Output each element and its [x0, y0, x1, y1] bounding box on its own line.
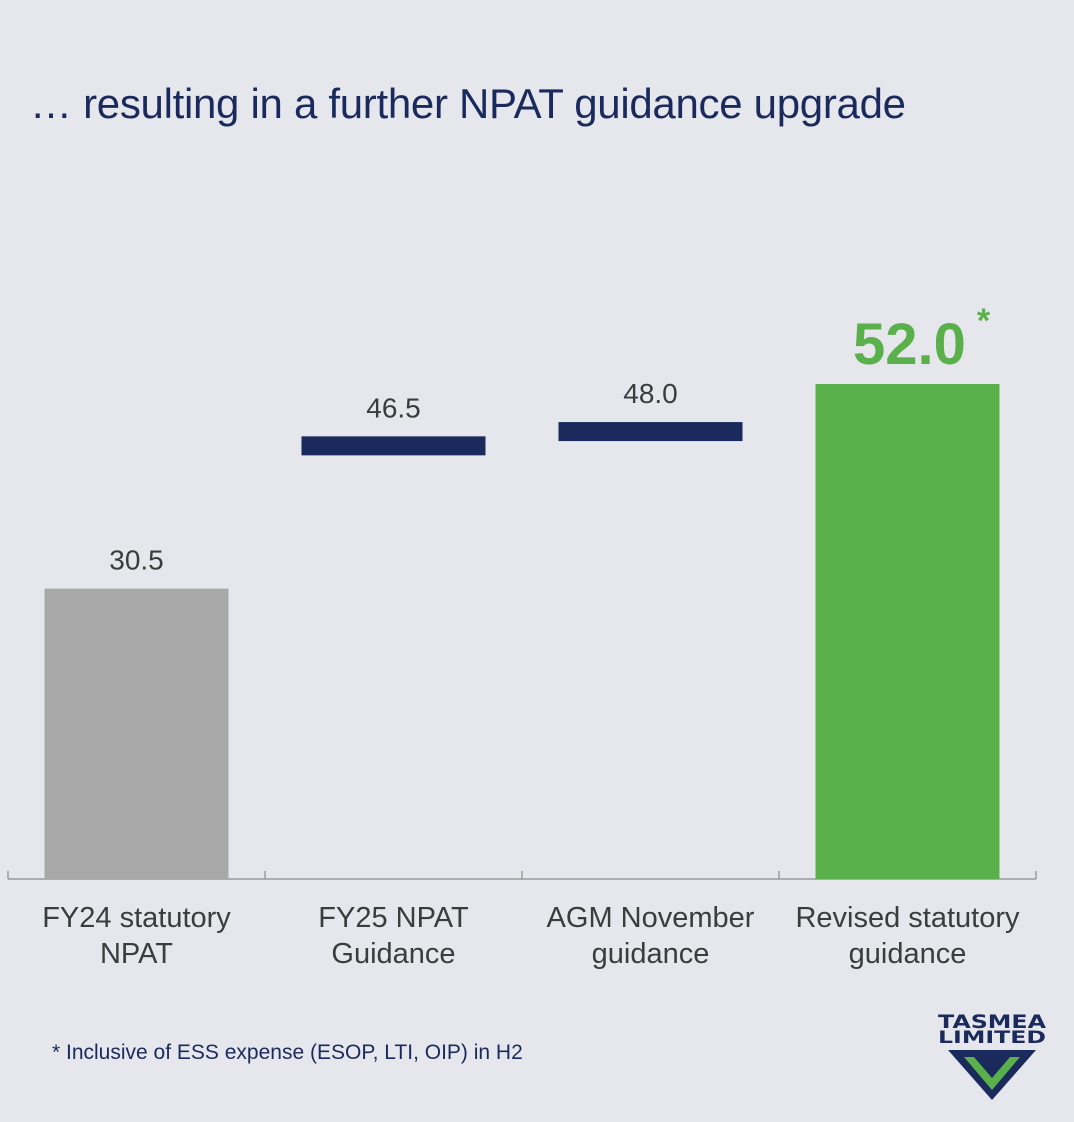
guidance-marker [558, 422, 743, 442]
footnote: * Inclusive of ESS expense (ESOP, LTI, O… [52, 1041, 523, 1064]
data-label: 46.5 [366, 392, 421, 423]
tasmea-logo: TASMEA LIMITED [938, 1011, 1046, 1100]
category-label-line1: FY24 statutory [42, 902, 231, 934]
category-label-line1: Revised statutory [795, 902, 1020, 934]
data-label: 48.0 [623, 378, 678, 409]
category-label-line1: FY25 NPAT [318, 902, 469, 934]
category-label-line2: Guidance [331, 938, 455, 970]
bar [815, 384, 1000, 879]
logo-text-line1: TASMEA [938, 1011, 1046, 1033]
npat-bar-chart: 30.5 FY24 statutory NPAT 46.5 FY25 NPAT Guida… [7, 302, 1037, 970]
chevron-down-triangle-icon [948, 1050, 1036, 1100]
category-label-line2: guidance [849, 938, 967, 970]
data-label: 52.0 [853, 312, 966, 377]
guidance-marker [301, 436, 486, 456]
category-label-line2: guidance [592, 938, 710, 970]
logo-text-line2: LIMITED [938, 1028, 1046, 1048]
data-label: 30.5 [109, 545, 164, 576]
category-label-line1: AGM November [547, 902, 755, 934]
bar [44, 588, 229, 879]
category-label-line2: NPAT [100, 938, 173, 970]
data-label-asterisk: * [977, 302, 991, 340]
chart-title: … resulting in a further NPAT guidance u… [30, 80, 906, 127]
